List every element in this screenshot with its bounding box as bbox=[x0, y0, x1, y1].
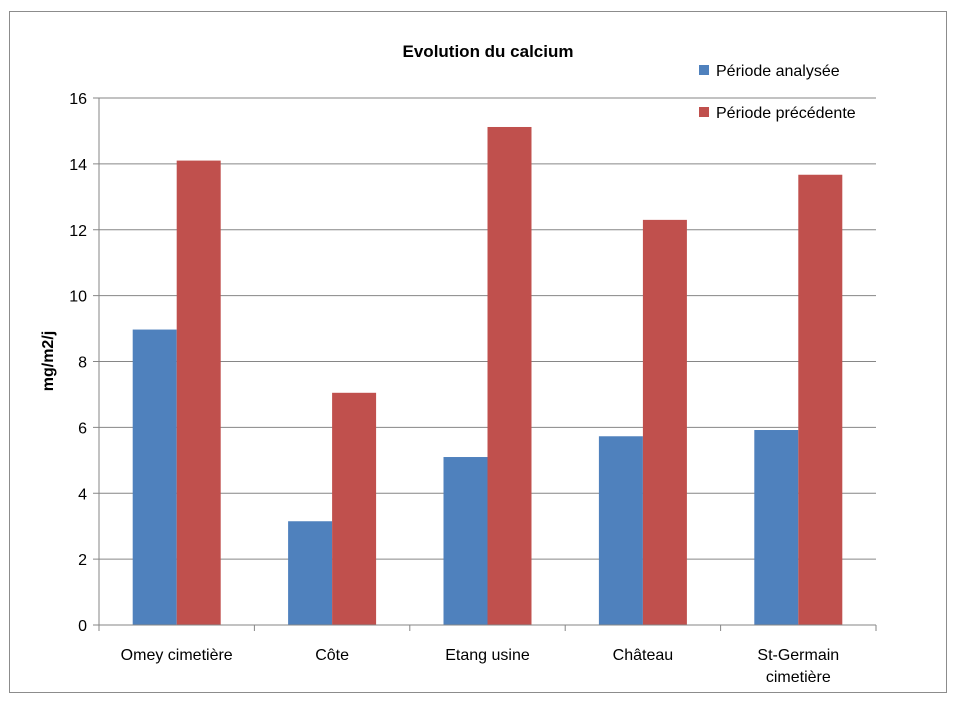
y-tick-label: 12 bbox=[69, 223, 87, 240]
bar-periode-precedente bbox=[487, 126, 532, 626]
y-tick-label: 14 bbox=[69, 157, 87, 174]
y-tick-label: 6 bbox=[78, 420, 87, 437]
legend: Période analysée Période précédente bbox=[699, 63, 856, 122]
x-tick-label: Château bbox=[613, 647, 674, 664]
y-axis-ticks: 0 2 4 6 8 10 12 14 16 bbox=[69, 91, 99, 635]
x-tick-label: Côte bbox=[315, 647, 349, 664]
y-axis-label: mg/m2/j bbox=[40, 331, 57, 391]
bar-periode-precedente bbox=[332, 392, 377, 625]
legend-label: Période analysée bbox=[716, 63, 840, 80]
x-tick-label: Etang usine bbox=[445, 647, 530, 664]
x-axis bbox=[98, 98, 877, 631]
chart-title: Evolution du calcium bbox=[403, 42, 574, 61]
x-tick-label: St-Germain bbox=[757, 647, 839, 664]
legend-swatch bbox=[699, 107, 709, 117]
bar-periode-analysee bbox=[443, 457, 488, 625]
y-tick-label: 16 bbox=[69, 91, 87, 108]
legend-label: Période précédente bbox=[716, 105, 856, 122]
bars bbox=[132, 126, 843, 626]
y-tick-label: 2 bbox=[78, 552, 87, 569]
bar-periode-analysee bbox=[132, 329, 177, 625]
x-tick-label: Omey cimetière bbox=[121, 647, 233, 664]
bar-periode-analysee bbox=[288, 521, 333, 625]
bar-periode-precedente bbox=[176, 160, 221, 626]
bar-periode-analysee bbox=[598, 436, 643, 625]
y-tick-label: 10 bbox=[69, 289, 87, 306]
x-axis-labels: Omey cimetière Côte Etang usine Château St-G… bbox=[121, 647, 840, 686]
y-tick-label: 8 bbox=[78, 355, 87, 372]
legend-swatch bbox=[699, 65, 709, 75]
bar-periode-precedente bbox=[642, 219, 687, 625]
bar-periode-precedente bbox=[798, 174, 843, 625]
bar-periode-analysee bbox=[754, 430, 799, 625]
y-tick-label: 4 bbox=[78, 486, 87, 503]
x-tick-label: cimetière bbox=[766, 669, 831, 686]
y-tick-label: 0 bbox=[78, 618, 87, 635]
